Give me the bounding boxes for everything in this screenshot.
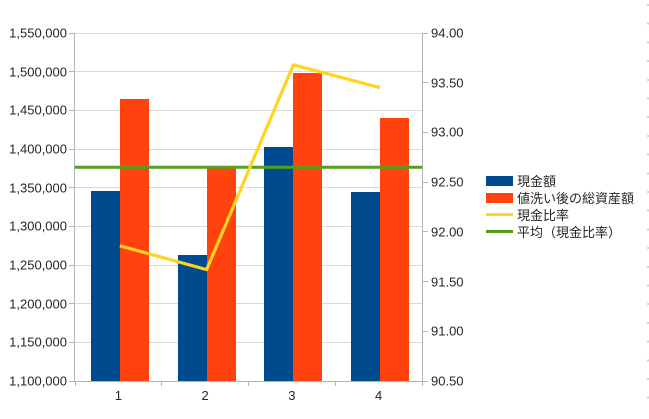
y-axis-label: 1,500,000 — [9, 64, 67, 80]
x-axis-label: 2 — [201, 388, 209, 403]
legend-item-cash[interactable]: 現金額 — [486, 172, 634, 189]
legend-swatch-cash — [486, 175, 513, 186]
legend: 現金額 値洗い後の総資産額 現金比率 平均（現金比率） — [486, 172, 634, 240]
legend-item-cash-ratio[interactable]: 現金比率 — [486, 206, 634, 223]
y2-axis-tick — [422, 231, 428, 233]
y-axis-tick — [69, 32, 75, 34]
gridline — [75, 32, 422, 34]
x-axis-label: 3 — [288, 388, 296, 403]
cash-ratio-line[interactable] — [119, 63, 381, 272]
bar-cash-1[interactable] — [90, 190, 120, 381]
bar-assets-2[interactable] — [206, 166, 236, 381]
y2-axis-label: 92.00 — [431, 224, 464, 240]
y2-axis-tick — [422, 32, 428, 34]
y-axis-tick — [69, 71, 75, 73]
y2-axis-label: 90.50 — [431, 373, 464, 389]
y-axis-tick — [69, 148, 75, 150]
x-axis-line — [74, 380, 422, 382]
gridline — [75, 264, 422, 266]
y2-axis-label: 94.00 — [431, 25, 464, 41]
legend-label-cash: 現金額 — [517, 174, 557, 189]
bar-assets-3[interactable] — [293, 73, 323, 381]
y2-axis-label: 91.00 — [431, 323, 464, 339]
legend-label-average: 平均（現金比率） — [517, 225, 622, 240]
legend-label-cash-ratio: 現金比率 — [517, 208, 570, 223]
y-axis-label: 1,150,000 — [9, 334, 67, 350]
bar-assets-4[interactable] — [380, 118, 410, 381]
gridline — [75, 148, 422, 150]
x-axis-label: 1 — [114, 388, 122, 403]
y2-axis-tick — [422, 380, 428, 382]
y-axis-line — [74, 33, 75, 381]
y-axis-tick — [69, 341, 75, 343]
y2-axis-line — [422, 33, 423, 381]
gridline — [75, 225, 422, 227]
y-axis-tick — [69, 303, 75, 305]
legend-item-average[interactable]: 平均（現金比率） — [486, 223, 634, 240]
x-axis-tick — [74, 381, 76, 386]
gridline — [75, 71, 422, 73]
legend-item-assets[interactable]: 値洗い後の総資産額 — [486, 189, 634, 206]
x-axis-tick — [248, 381, 249, 386]
y2-axis-label: 93.50 — [431, 75, 464, 91]
y-axis-label: 1,450,000 — [9, 102, 67, 118]
y-axis-label: 1,400,000 — [9, 141, 67, 157]
bar-cash-4[interactable] — [351, 191, 381, 381]
y-axis-tick — [69, 187, 75, 189]
gridline — [75, 187, 422, 189]
legend-swatch-cash-ratio — [486, 213, 513, 216]
y2-axis-tick — [422, 281, 428, 283]
y2-axis-label: 91.50 — [431, 274, 464, 290]
gridline — [75, 341, 422, 343]
y-axis-label: 1,350,000 — [9, 180, 67, 196]
y2-axis-tick — [422, 181, 428, 183]
y2-axis-label: 93.00 — [431, 124, 464, 140]
y-axis-tick — [69, 264, 75, 266]
gridline — [75, 303, 422, 305]
bar-cash-3[interactable] — [264, 146, 294, 381]
y-axis-tick — [69, 225, 75, 227]
legend-swatch-assets — [486, 192, 513, 203]
spreadsheet-row-marks — [647, 4, 649, 415]
y2-axis-tick — [422, 82, 428, 84]
x-axis-tick — [421, 381, 423, 386]
legend-label-assets: 値洗い後の総資産額 — [517, 191, 635, 206]
gridline — [75, 109, 422, 111]
y-axis-label: 1,250,000 — [9, 257, 67, 273]
x-axis-tick — [161, 381, 163, 386]
bar-cash-2[interactable] — [177, 254, 207, 381]
legend-swatch-average — [486, 230, 513, 233]
y-axis-tick — [69, 109, 75, 111]
y2-axis-tick — [422, 330, 428, 332]
y2-axis-label: 92.50 — [431, 174, 464, 190]
y-axis-label: 1,200,000 — [9, 296, 67, 312]
y-axis-tick — [69, 380, 75, 382]
y-axis-label: 1,550,000 — [9, 25, 67, 41]
y2-axis-tick — [422, 131, 428, 133]
x-axis-tick — [334, 381, 336, 386]
bar-assets-1[interactable] — [119, 98, 149, 381]
y-axis-label: 1,300,000 — [9, 218, 67, 234]
y-axis-label: 1,100,000 — [9, 373, 67, 389]
x-axis-label: 4 — [375, 388, 383, 403]
